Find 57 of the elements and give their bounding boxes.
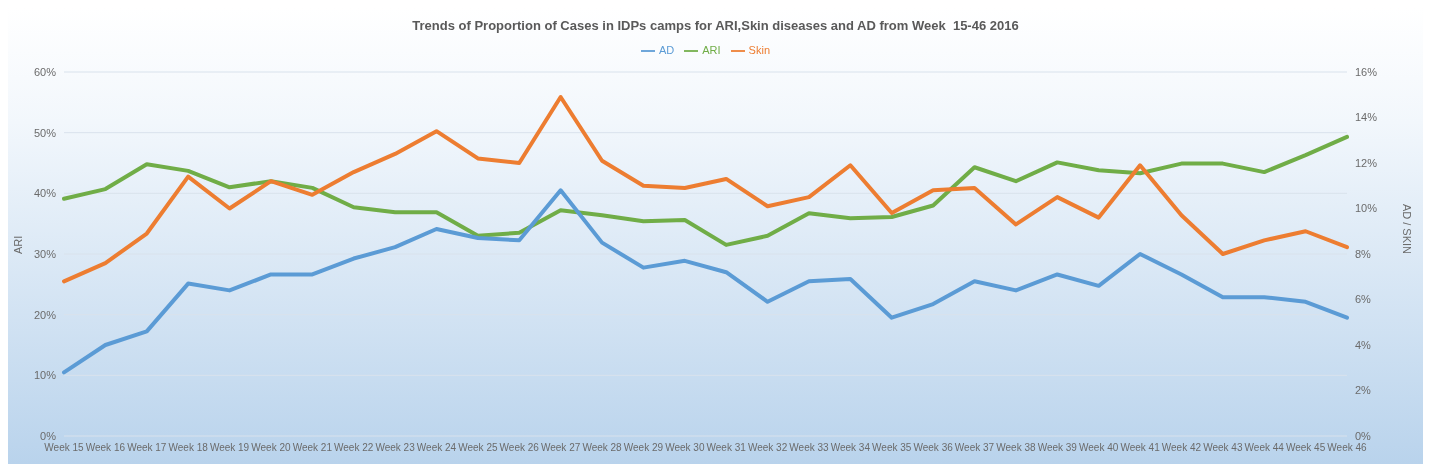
- y-tick-label: 50%: [33, 126, 57, 139]
- chart-title: Trends of Proportion of Cases in IDPs camps for ARI,Skin diseases and AD from Week 15-46 2016: [411, 17, 1020, 35]
- x-tick-label: Week 43: [1203, 442, 1243, 454]
- x-tick-label: Week 40: [1079, 442, 1119, 454]
- x-tick-label: Week 29: [623, 442, 664, 454]
- y2-tick-label: 0%: [1355, 429, 1372, 442]
- y2-axis-title: AD / SKIN: [1401, 203, 1414, 255]
- line-series: [62, 95, 1349, 284]
- x-tick-label: Week 19: [209, 442, 250, 454]
- x-tick-label: Week 45: [1285, 442, 1326, 454]
- x-tick-label: Week 17: [127, 442, 167, 454]
- y-tick-label: 20%: [33, 308, 57, 321]
- x-tick-label: Week 34: [830, 442, 871, 454]
- x-tick-label: Week 38: [996, 442, 1036, 454]
- x-tick-label: Week 31: [706, 442, 747, 454]
- y2-tick-label: 4%: [1355, 338, 1372, 351]
- x-tick-label: Week 16: [85, 442, 126, 454]
- y2-tick-label: 6%: [1355, 293, 1372, 306]
- x-tick-label: Week 21: [292, 442, 333, 454]
- line-series: [62, 188, 1349, 375]
- x-tick-label: Week 33: [789, 442, 830, 454]
- x-tick-label: Week 18: [168, 442, 209, 454]
- x-tick-label: Week 42: [1161, 442, 1202, 454]
- y2-tick-label: 10%: [1355, 202, 1378, 215]
- y2-tick-label: 14%: [1355, 111, 1378, 124]
- x-tick-label: Week 30: [665, 442, 705, 454]
- line-series: [62, 134, 1349, 247]
- y-axis-title: ARI: [11, 235, 24, 254]
- y2-tick-label: 12%: [1355, 156, 1378, 169]
- x-tick-label: Week 15: [44, 442, 85, 454]
- x-tick-label: Week 28: [582, 442, 623, 454]
- y-tick-label: 40%: [33, 187, 57, 200]
- legend-label: ARI: [702, 44, 721, 56]
- y-tick-label: 60%: [33, 65, 57, 78]
- x-tick-label: Week 20: [251, 442, 292, 454]
- y-tick-label: 0%: [40, 429, 57, 442]
- x-tick-label: Week 44: [1244, 442, 1285, 454]
- x-tick-label: Week 39: [1037, 442, 1078, 454]
- x-tick-label: Week 32: [747, 442, 788, 454]
- x-tick-label: Week 36: [913, 442, 954, 454]
- y2-tick-label: 2%: [1355, 384, 1372, 397]
- x-tick-label: Week 22: [334, 442, 374, 454]
- x-tick-label: Week 24: [416, 442, 457, 454]
- x-tick-label: Week 35: [872, 442, 912, 454]
- x-tick-label: Week 41: [1120, 442, 1161, 454]
- y-tick-label: 10%: [33, 369, 57, 382]
- legend-label: AD: [658, 44, 675, 56]
- x-tick-label: Week 27: [541, 442, 581, 454]
- legend-label: Skin: [748, 44, 771, 56]
- x-tick-label: Week 46: [1327, 442, 1368, 454]
- y-tick-label: 30%: [33, 247, 57, 260]
- y2-tick-label: 8%: [1355, 247, 1372, 260]
- x-tick-label: Week 23: [375, 442, 416, 454]
- y2-tick-label: 16%: [1355, 65, 1378, 78]
- x-tick-label: Week 37: [954, 442, 995, 454]
- x-tick-label: Week 26: [499, 442, 540, 454]
- x-tick-label: Week 25: [458, 442, 498, 454]
